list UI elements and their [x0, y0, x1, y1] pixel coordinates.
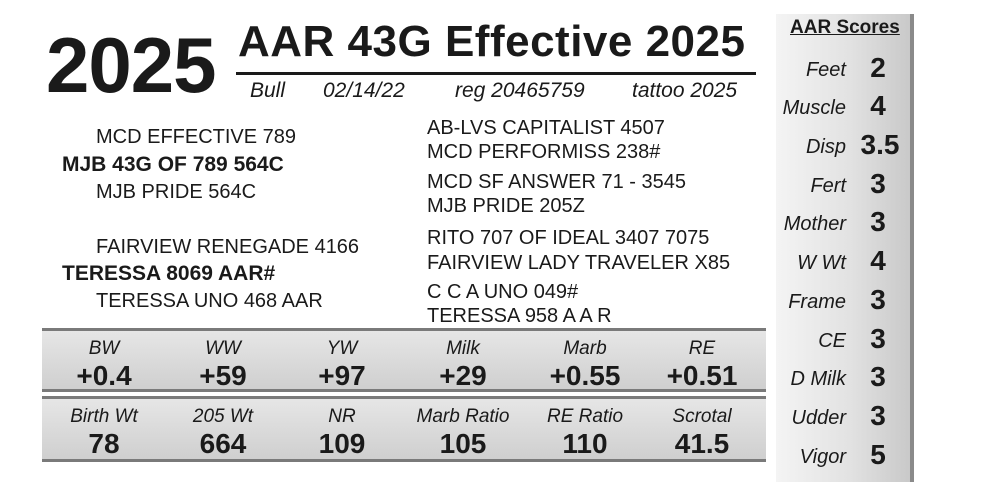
- epd-label: BW: [88, 338, 120, 359]
- actual-re-ratio: RE Ratio 110: [525, 407, 645, 458]
- actual-label: Birth Wt: [70, 406, 138, 427]
- score-value-fert: 3: [870, 168, 886, 199]
- epd-label: WW: [205, 338, 241, 359]
- score-label-frame: Frame: [788, 291, 846, 313]
- animal-title: AAR 43G Effective 2025: [238, 17, 746, 66]
- epd-panel: BW +0.4 WW +59 YW +97 Milk +29 Marb +0.5…: [42, 328, 766, 392]
- tattoo-label: tattoo 2025: [632, 79, 738, 102]
- score-label-d-milk: D Milk: [790, 368, 846, 390]
- pedigree-sire-sire: MCD EFFECTIVE 789: [96, 126, 297, 148]
- pedigree-sire-sire-sire: AB-LVS CAPITALIST 4507: [427, 117, 665, 139]
- pedigree-dam-sire-sire: RITO 707 OF IDEAL 3407 7075: [427, 227, 710, 249]
- registration-number: reg 20465759: [455, 79, 585, 102]
- epd-value: +59: [199, 360, 247, 391]
- epd-re: RE +0.51: [642, 339, 762, 390]
- epd-ww: WW +59: [163, 339, 283, 390]
- score-label-mother: Mother: [783, 213, 846, 235]
- pedigree-sire-sire-dam: MCD PERFORMISS 238#: [427, 141, 661, 163]
- score-value-frame: 3: [870, 284, 886, 315]
- epd-yw: YW +97: [282, 339, 402, 390]
- score-value-vigor: 5: [870, 439, 886, 470]
- epd-label: Marb: [563, 338, 607, 359]
- epd-bw: BW +0.4: [44, 339, 164, 390]
- pedigree-dam-dam-dam: TERESSA 958 A A R: [427, 305, 612, 327]
- score-label-fert: Fert: [810, 175, 846, 197]
- actual-nr: NR 109: [282, 407, 402, 458]
- lot-number: 2025: [46, 21, 217, 109]
- score-value-ce: 3: [870, 323, 886, 354]
- score-value-mother: 3: [870, 206, 886, 237]
- epd-value: +0.51: [666, 360, 738, 391]
- title-divider: [236, 72, 756, 75]
- score-value-weaning-weight: 4: [870, 245, 886, 276]
- epd-milk: Milk +29: [403, 339, 523, 390]
- actual-value: 664: [199, 428, 247, 459]
- pedigree-dam-sire-dam: FAIRVIEW LADY TRAVELER X85: [427, 252, 731, 274]
- epd-marb: Marb +0.55: [525, 339, 645, 390]
- scores-panel: [776, 14, 914, 482]
- actuals-panel: Birth Wt 78 205 Wt 664 NR 109 Marb Ratio…: [42, 396, 766, 462]
- actual-label: Marb Ratio: [416, 406, 510, 427]
- pedigree-dam-dam: TERESSA UNO 468 AAR: [96, 290, 323, 312]
- pedigree-sire: MJB 43G OF 789 564C: [62, 153, 284, 176]
- actual-label: Scrotal: [672, 406, 732, 427]
- sex-label: Bull: [250, 79, 286, 102]
- pedigree-sire-dam: MJB PRIDE 564C: [96, 181, 257, 203]
- score-label-muscle: Muscle: [782, 97, 846, 119]
- epd-value: +29: [439, 360, 487, 391]
- score-label-vigor: Vigor: [799, 446, 846, 468]
- actual-label: 205 Wt: [192, 406, 254, 427]
- actual-value: 109: [318, 428, 366, 459]
- actual-marb-ratio: Marb Ratio 105: [403, 407, 523, 458]
- score-label-feet: Feet: [805, 59, 846, 81]
- epd-value: +0.4: [76, 360, 132, 391]
- score-label-udder: Udder: [791, 407, 846, 429]
- actual-label: RE Ratio: [546, 406, 624, 427]
- score-value-d-milk: 3: [870, 361, 886, 392]
- epd-label: Milk: [446, 338, 480, 359]
- actual-205-weight: 205 Wt 664: [163, 407, 283, 458]
- score-label-weaning-weight: W Wt: [797, 252, 846, 274]
- birth-date: 02/14/22: [323, 79, 405, 102]
- actual-value: 78: [88, 428, 120, 459]
- pedigree-dam: TERESSA 8069 AAR#: [62, 262, 276, 285]
- epd-label: YW: [326, 338, 358, 359]
- score-value-udder: 3: [870, 400, 886, 431]
- actual-scrotal: Scrotal 41.5: [642, 407, 762, 458]
- pedigree-dam-dam-sire: C C A UNO 049#: [427, 281, 579, 303]
- score-value-muscle: 4: [870, 90, 886, 121]
- pedigree-sire-dam-sire: MCD SF ANSWER 71 - 3545: [427, 171, 686, 193]
- score-label-disp: Disp: [805, 136, 846, 158]
- scores-title: AAR Scores: [790, 17, 900, 38]
- score-value-disp: 3.5: [860, 129, 900, 160]
- actual-label: NR: [328, 406, 356, 427]
- actual-birth-weight: Birth Wt 78: [44, 407, 164, 458]
- actual-value: 105: [439, 428, 487, 459]
- pedigree-sire-dam-dam: MJB PRIDE 205Z: [427, 195, 585, 217]
- score-label-ce: CE: [818, 330, 846, 352]
- pedigree-dam-sire: FAIRVIEW RENEGADE 4166: [96, 236, 360, 258]
- epd-value: +0.55: [549, 360, 621, 391]
- epd-value: +97: [318, 360, 366, 391]
- epd-label: RE: [688, 338, 716, 359]
- actual-value: 110: [562, 428, 608, 459]
- actual-value: 41.5: [674, 428, 730, 459]
- score-value-feet: 2: [870, 52, 886, 83]
